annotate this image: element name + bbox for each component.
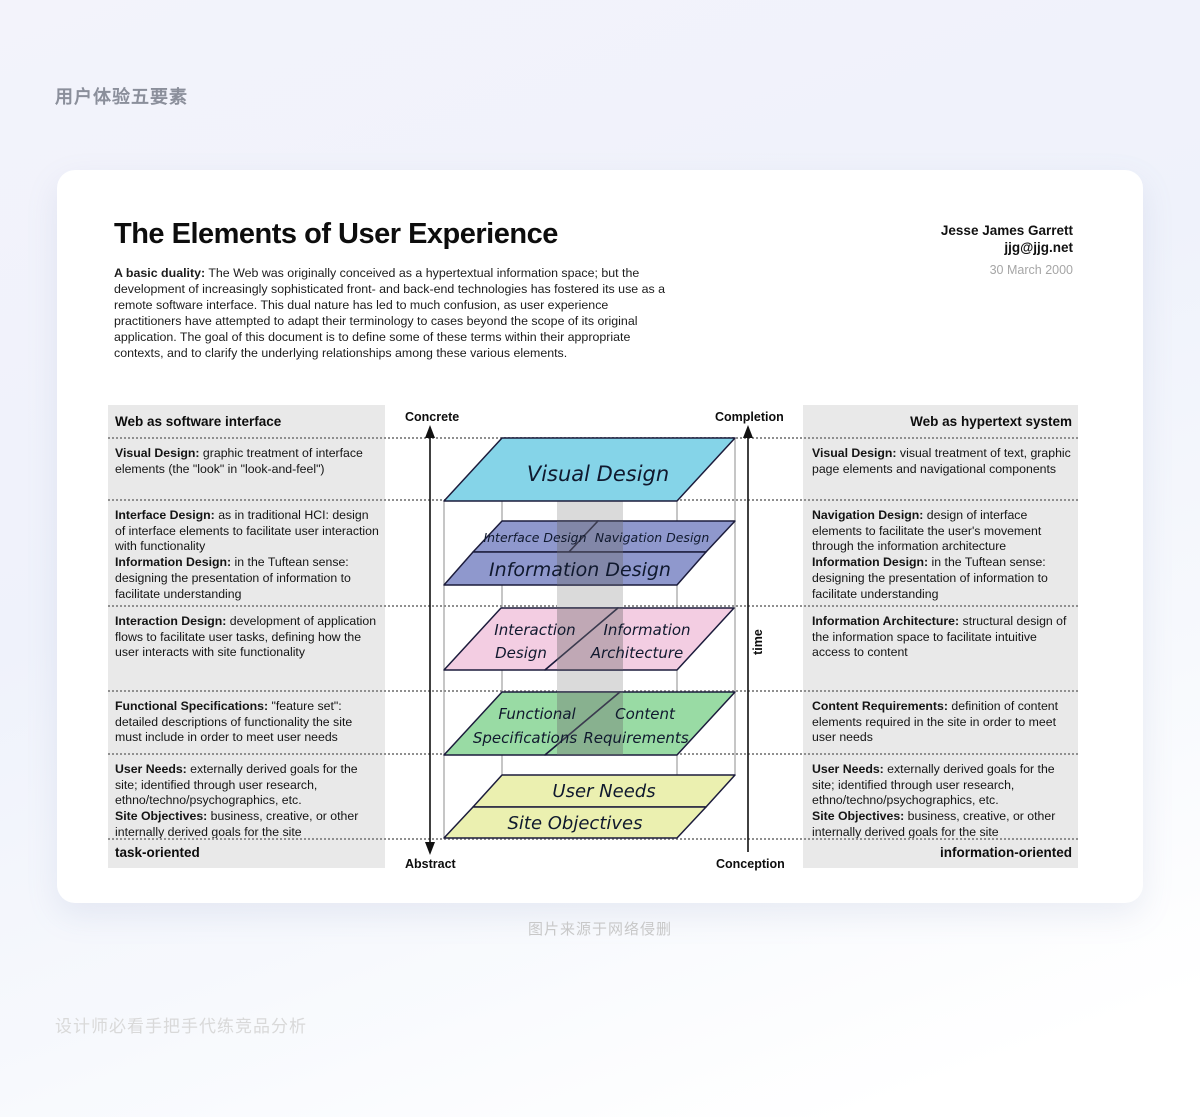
definition-text: Information Design: in the Tuftean sense… — [115, 555, 351, 601]
arrow-up-icon — [743, 425, 753, 438]
definition-text: Information Design: in the Tuftean sense… — [812, 555, 1048, 601]
visual-design-label: Visual Design — [527, 462, 669, 486]
definition-row: Interface Design: as in traditional HCI:… — [108, 499, 385, 605]
axis-label-time: time — [751, 629, 765, 655]
author-name: Jesse James Garrett — [940, 223, 1073, 238]
dotted-separator — [108, 838, 1078, 840]
overlap-stripe-shading — [557, 521, 623, 755]
definition-text: User Needs: externally derived goals for… — [115, 762, 358, 808]
definition-row: Information Architecture: structural des… — [803, 605, 1078, 690]
user-needs-label: User Needs — [552, 781, 655, 802]
navigation-design-label: Navigation Design — [595, 530, 710, 545]
hypertext-system-column: Web as hypertext system Visual Design: v… — [803, 405, 1078, 868]
left-column-footer: task-oriented — [115, 845, 200, 860]
image-source-caption: 图片来源于网络侵删 — [527, 921, 672, 938]
site-objectives-panel — [443, 806, 707, 839]
definition-text: Site Objectives: business, creative, or … — [115, 809, 359, 838]
page-topic-title: 用户体验五要素 — [55, 87, 188, 107]
functional-specifications-label: Functional — [498, 705, 576, 723]
visual-design-plane — [443, 437, 736, 502]
author-block: Jesse James Garrett jjg@jjg.net 30 March… — [941, 222, 1073, 277]
intro-paragraph: A basic duality: The Web was originally … — [114, 265, 670, 361]
page-footer-note: 设计师必看手把手代练竞品分析 — [55, 1017, 307, 1036]
site-objectives-label: Site Objectives — [507, 813, 642, 834]
definition-row: Visual Design: visual treatment of text,… — [803, 437, 1078, 499]
functional-specifications-label: Specifications — [473, 729, 578, 747]
content-requirements-label: Content — [615, 705, 676, 723]
axis-label-conception: Conception — [716, 857, 785, 871]
definition-text: Visual Design: graphic treatment of inte… — [115, 446, 363, 476]
content-requirements-panel — [544, 691, 736, 756]
poster-title: The Elements of User Experience — [114, 218, 558, 250]
right-column-footer: information-oriented — [940, 845, 1072, 860]
definition-text: Site Objectives: business, creative, or … — [812, 809, 1056, 838]
definition-text: Functional Specifications: "feature set"… — [115, 699, 353, 745]
definition-text: Interface Design: as in traditional HCI:… — [115, 508, 379, 554]
poster-date: 30 March 2000 — [989, 263, 1073, 277]
definition-text: Interaction Design: development of appli… — [115, 614, 377, 660]
interaction-design-label: Design — [495, 644, 547, 662]
axis-label-completion: Completion — [715, 410, 784, 424]
definition-text: Content Requirements: definition of cont… — [812, 699, 1059, 745]
information-architecture-panel — [544, 607, 735, 671]
axis-label-concrete: Concrete — [405, 410, 459, 424]
axis-label-abstract: Abstract — [405, 857, 457, 871]
information-architecture-label: Architecture — [590, 644, 684, 662]
definition-row: Navigation Design: design of interface e… — [803, 499, 1078, 605]
left-column-header: Web as software interface — [115, 414, 282, 429]
definition-text: User Needs: externally derived goals for… — [812, 762, 1055, 808]
intro-lead: A basic duality: — [114, 266, 206, 280]
definition-text: Information Architecture: structural des… — [812, 614, 1067, 660]
interaction-design-label: Interaction — [494, 621, 575, 639]
arrow-down-icon — [425, 842, 435, 855]
information-design-panel — [443, 551, 707, 586]
author-email: jjg@jjg.net — [1004, 240, 1073, 255]
definition-text: Navigation Design: design of interface e… — [812, 508, 1042, 554]
definition-row: Interaction Design: development of appli… — [108, 605, 385, 690]
interface-design-label: Interface Design — [483, 530, 586, 545]
information-design-label: Information Design — [489, 559, 671, 581]
right-column-header: Web as hypertext system — [910, 414, 1072, 429]
intro-body: The Web was originally conceived as a hy… — [114, 266, 666, 360]
definition-row: Functional Specifications: "feature set"… — [108, 690, 385, 753]
information-architecture-label: Information — [603, 621, 690, 639]
elements-diagram: Concrete Abstract Completion Conception … — [405, 410, 785, 871]
definition-row: User Needs: externally derived goals for… — [803, 753, 1078, 838]
poster-card: The Elements of User Experience A basic … — [57, 170, 1143, 903]
software-interface-column: Web as software interface Visual Design:… — [108, 405, 385, 868]
definition-text: Visual Design: visual treatment of text,… — [812, 446, 1071, 476]
definition-row: User Needs: externally derived goals for… — [108, 753, 385, 838]
definition-row: Content Requirements: definition of cont… — [803, 690, 1078, 753]
diagram-band: Web as software interface Visual Design:… — [57, 405, 1143, 875]
definition-row: Visual Design: graphic treatment of inte… — [108, 437, 385, 499]
content-requirements-label: Requirements — [583, 729, 688, 747]
arrow-up-icon — [425, 425, 435, 438]
